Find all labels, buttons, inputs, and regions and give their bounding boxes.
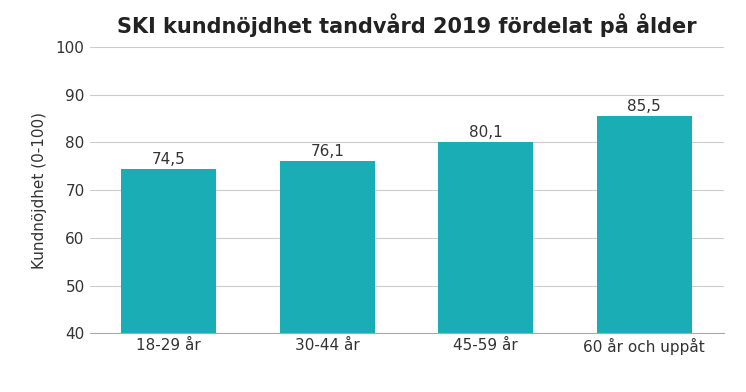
- Text: 76,1: 76,1: [310, 144, 344, 159]
- Text: 74,5: 74,5: [152, 152, 186, 167]
- Bar: [439, 142, 533, 392]
- Title: SKI kundnöjdhet tandvård 2019 fördelat på ålder: SKI kundnöjdhet tandvård 2019 fördelat p…: [117, 13, 696, 37]
- Bar: [597, 116, 692, 392]
- Text: 85,5: 85,5: [627, 99, 661, 114]
- Bar: [121, 169, 216, 392]
- Y-axis label: Kundnöjdhet (0-100): Kundnöjdhet (0-100): [32, 112, 48, 269]
- Text: 80,1: 80,1: [469, 125, 503, 140]
- Bar: [280, 161, 375, 392]
